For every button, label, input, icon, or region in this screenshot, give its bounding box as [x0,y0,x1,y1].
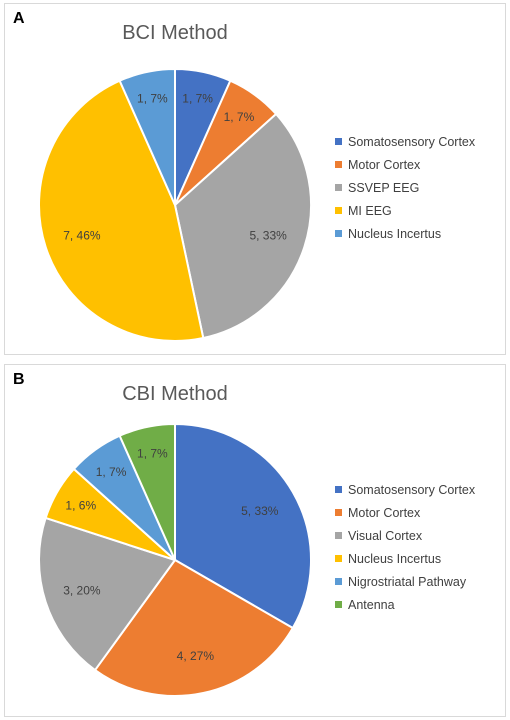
legend-swatch [335,578,342,585]
legend-item: Motor Cortex [335,501,475,524]
legend-swatch [335,532,342,539]
chart-title: BCI Method [122,22,228,44]
data-label: 1, 7% [182,92,213,106]
panel-letter: A [13,10,25,27]
data-label: 4, 27% [177,649,215,663]
data-label: 5, 33% [241,504,279,518]
data-label: 5, 33% [249,228,287,242]
legend-label: Nucleus Incertus [348,226,442,241]
data-label: 7, 46% [63,228,101,242]
pie-chart: 1, 7% 1, 7% 5, 33% 7, 46% 1, 7% [38,67,312,342]
data-label: 1, 6% [65,499,96,513]
chart-title: CBI Method [122,383,228,405]
legend-label: Motor Cortex [348,157,421,172]
legend-swatch [335,138,342,145]
legend-item: Antenna [335,593,475,616]
pie-slice-mi-eeg [38,79,205,342]
data-label: 1, 7% [137,447,168,461]
legend-label: Motor Cortex [348,505,421,520]
pie-slice-nucleus-incertus [118,67,176,206]
legend-label: Visual Cortex [348,528,423,543]
panel-a: A BCI Method 1, 7% 1, 7% 5, 33% 7, 46% 1, 7%… [4,3,506,355]
pie-slice-motor-cortex [93,558,295,697]
legend-item: Somatosensory Cortex [335,478,475,501]
legend-label: Somatosensory Cortex [348,482,476,497]
legend: Somatosensory Cortex Motor Cortex Visual C… [335,478,475,616]
legend-swatch [335,230,342,237]
legend-swatch [335,486,342,493]
legend-label: SSVEP EEG [348,180,420,195]
legend-swatch [335,509,342,516]
legend-label: Antenna [348,597,395,612]
legend-swatch [335,555,342,562]
panel-letter: B [13,371,25,388]
pie-slice-somatosensory-cortex [174,422,312,630]
panel-b: B CBI Method 5, 33% 4, 27% 3, 20% 1, 6% 1, 7… [4,364,506,717]
legend-swatch [335,161,342,168]
legend-label: Nigrostriatal Pathway [348,574,467,589]
data-label: 1, 7% [96,465,127,479]
legend-item: Nigrostriatal Pathway [335,570,475,593]
data-label: 3, 20% [63,583,101,597]
data-label: 1, 7% [224,110,255,124]
pie-slice-visual-cortex [38,516,177,672]
pie-slice-antenna [118,422,176,561]
legend: Somatosensory Cortex Motor Cortex SSVEP EE… [335,130,475,245]
legend-swatch [335,601,342,608]
legend-swatch [335,184,342,191]
legend-label: Somatosensory Cortex [348,134,476,149]
pie-slice-ssvep-eeg [173,112,312,340]
legend-label: Nucleus Incertus [348,551,442,566]
legend-item: Motor Cortex [335,153,475,176]
data-label: 1, 7% [137,92,168,106]
legend-item: SSVEP EEG [335,176,475,199]
legend-item: Visual Cortex [335,524,475,547]
legend-item: Nucleus Incertus [335,547,475,570]
legend-item: Nucleus Incertus [335,222,475,245]
legend-item: MI EEG [335,199,475,222]
pie-chart: 5, 33% 4, 27% 3, 20% 1, 6% 1, 7% 1, 7% [38,422,312,697]
legend-label: MI EEG [348,203,392,218]
legend-swatch [335,207,342,214]
legend-item: Somatosensory Cortex [335,130,475,153]
